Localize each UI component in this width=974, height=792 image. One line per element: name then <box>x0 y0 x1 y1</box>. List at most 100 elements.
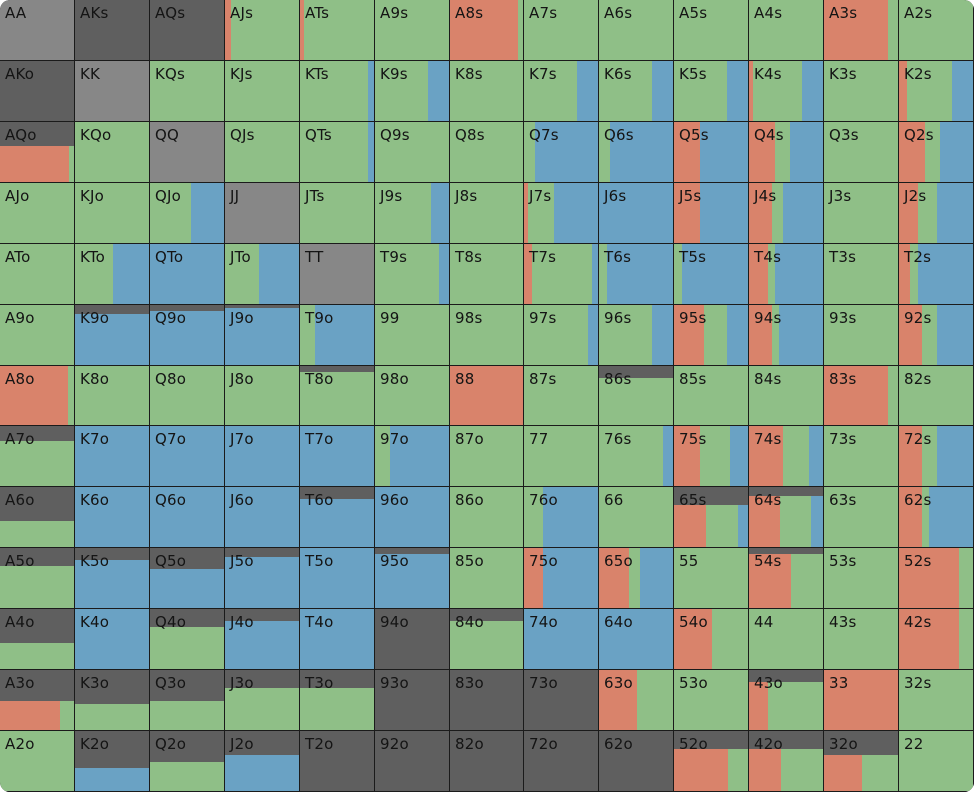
hand-cell-87s[interactable]: 87s <box>524 366 599 426</box>
hand-cell-A8o[interactable]: A8o <box>0 366 75 426</box>
hand-cell-AA[interactable]: AA <box>0 0 75 61</box>
hand-cell-22[interactable]: 22 <box>899 731 974 792</box>
hand-cell-42o[interactable]: 42o <box>749 731 824 792</box>
hand-cell-T3s[interactable]: T3s <box>824 244 899 305</box>
hand-cell-J7o[interactable]: J7o <box>225 426 300 487</box>
hand-cell-T7s[interactable]: T7s <box>524 244 599 305</box>
hand-cell-QQ[interactable]: QQ <box>150 122 225 183</box>
hand-cell-A7o[interactable]: A7o <box>0 426 75 487</box>
hand-cell-77[interactable]: 77 <box>524 426 599 487</box>
hand-cell-AQs[interactable]: AQs <box>150 0 225 61</box>
hand-cell-74s[interactable]: 74s <box>749 426 824 487</box>
hand-cell-33[interactable]: 33 <box>824 670 899 731</box>
hand-cell-98s[interactable]: 98s <box>450 305 524 366</box>
hand-cell-T9o[interactable]: T9o <box>300 305 375 366</box>
hand-cell-KTo[interactable]: KTo <box>75 244 150 305</box>
hand-cell-84s[interactable]: 84s <box>749 366 824 426</box>
hand-cell-K9s[interactable]: K9s <box>375 61 450 122</box>
hand-cell-KJs[interactable]: KJs <box>225 61 300 122</box>
hand-cell-K8s[interactable]: K8s <box>450 61 524 122</box>
hand-cell-J5o[interactable]: J5o <box>225 548 300 609</box>
hand-cell-A4s[interactable]: A4s <box>749 0 824 61</box>
hand-cell-T7o[interactable]: T7o <box>300 426 375 487</box>
hand-cell-QTs[interactable]: QTs <box>300 122 375 183</box>
hand-cell-Q6o[interactable]: Q6o <box>150 487 225 548</box>
hand-cell-86s[interactable]: 86s <box>599 366 674 426</box>
hand-cell-52o[interactable]: 52o <box>674 731 749 792</box>
hand-cell-96o[interactable]: 96o <box>375 487 450 548</box>
hand-cell-J9s[interactable]: J9s <box>375 183 450 244</box>
hand-cell-A2o[interactable]: A2o <box>0 731 75 792</box>
hand-cell-K3o[interactable]: K3o <box>75 670 150 731</box>
hand-cell-Q3o[interactable]: Q3o <box>150 670 225 731</box>
hand-cell-KQo[interactable]: KQo <box>75 122 150 183</box>
hand-cell-ATo[interactable]: ATo <box>0 244 75 305</box>
hand-cell-52s[interactable]: 52s <box>899 548 974 609</box>
hand-cell-Q5o[interactable]: Q5o <box>150 548 225 609</box>
hand-cell-75o[interactable]: 75o <box>524 548 599 609</box>
hand-cell-K2o[interactable]: K2o <box>75 731 150 792</box>
hand-cell-54o[interactable]: 54o <box>674 609 749 670</box>
hand-cell-85s[interactable]: 85s <box>674 366 749 426</box>
hand-cell-J3o[interactable]: J3o <box>225 670 300 731</box>
hand-cell-43o[interactable]: 43o <box>749 670 824 731</box>
hand-cell-42s[interactable]: 42s <box>899 609 974 670</box>
hand-cell-97o[interactable]: 97o <box>375 426 450 487</box>
hand-cell-94o[interactable]: 94o <box>375 609 450 670</box>
hand-cell-A6o[interactable]: A6o <box>0 487 75 548</box>
hand-cell-84o[interactable]: 84o <box>450 609 524 670</box>
hand-cell-98o[interactable]: 98o <box>375 366 450 426</box>
hand-cell-KQs[interactable]: KQs <box>150 61 225 122</box>
hand-cell-J9o[interactable]: J9o <box>225 305 300 366</box>
hand-cell-T2s[interactable]: T2s <box>899 244 974 305</box>
hand-cell-Q4o[interactable]: Q4o <box>150 609 225 670</box>
hand-cell-J2o[interactable]: J2o <box>225 731 300 792</box>
hand-cell-K8o[interactable]: K8o <box>75 366 150 426</box>
hand-cell-T6o[interactable]: T6o <box>300 487 375 548</box>
hand-cell-K6o[interactable]: K6o <box>75 487 150 548</box>
hand-cell-QJo[interactable]: QJo <box>150 183 225 244</box>
hand-cell-Q3s[interactable]: Q3s <box>824 122 899 183</box>
hand-cell-87o[interactable]: 87o <box>450 426 524 487</box>
hand-cell-T9s[interactable]: T9s <box>375 244 450 305</box>
hand-cell-Q9o[interactable]: Q9o <box>150 305 225 366</box>
hand-cell-ATs[interactable]: ATs <box>300 0 375 61</box>
hand-cell-J8o[interactable]: J8o <box>225 366 300 426</box>
hand-cell-Q8s[interactable]: Q8s <box>450 122 524 183</box>
hand-cell-AKs[interactable]: AKs <box>75 0 150 61</box>
hand-cell-96s[interactable]: 96s <box>599 305 674 366</box>
hand-cell-K5s[interactable]: K5s <box>674 61 749 122</box>
hand-cell-AQo[interactable]: AQo <box>0 122 75 183</box>
hand-cell-J5s[interactable]: J5s <box>674 183 749 244</box>
hand-cell-76s[interactable]: 76s <box>599 426 674 487</box>
hand-cell-T5s[interactable]: T5s <box>674 244 749 305</box>
hand-cell-K6s[interactable]: K6s <box>599 61 674 122</box>
hand-cell-44[interactable]: 44 <box>749 609 824 670</box>
hand-cell-A5s[interactable]: A5s <box>674 0 749 61</box>
hand-cell-AKo[interactable]: AKo <box>0 61 75 122</box>
hand-cell-KTs[interactable]: KTs <box>300 61 375 122</box>
hand-cell-72o[interactable]: 72o <box>524 731 599 792</box>
hand-cell-QJs[interactable]: QJs <box>225 122 300 183</box>
hand-cell-Q4s[interactable]: Q4s <box>749 122 824 183</box>
hand-cell-TT[interactable]: TT <box>300 244 375 305</box>
hand-cell-53s[interactable]: 53s <box>824 548 899 609</box>
hand-cell-65s[interactable]: 65s <box>674 487 749 548</box>
hand-cell-93s[interactable]: 93s <box>824 305 899 366</box>
hand-cell-82s[interactable]: 82s <box>899 366 974 426</box>
hand-cell-Q9s[interactable]: Q9s <box>375 122 450 183</box>
hand-cell-JTo[interactable]: JTo <box>225 244 300 305</box>
hand-cell-K4s[interactable]: K4s <box>749 61 824 122</box>
hand-cell-JJ[interactable]: JJ <box>225 183 300 244</box>
hand-cell-J8s[interactable]: J8s <box>450 183 524 244</box>
hand-cell-86o[interactable]: 86o <box>450 487 524 548</box>
hand-cell-A5o[interactable]: A5o <box>0 548 75 609</box>
hand-cell-83s[interactable]: 83s <box>824 366 899 426</box>
hand-cell-64o[interactable]: 64o <box>599 609 674 670</box>
hand-cell-A4o[interactable]: A4o <box>0 609 75 670</box>
hand-cell-93o[interactable]: 93o <box>375 670 450 731</box>
hand-cell-72s[interactable]: 72s <box>899 426 974 487</box>
hand-cell-43s[interactable]: 43s <box>824 609 899 670</box>
hand-cell-85o[interactable]: 85o <box>450 548 524 609</box>
hand-cell-A2s[interactable]: A2s <box>899 0 974 61</box>
